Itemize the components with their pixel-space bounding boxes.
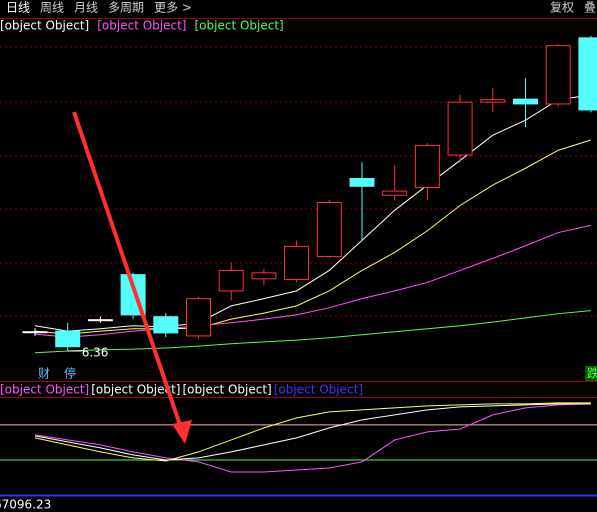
candle-body	[349, 177, 375, 187]
candle-body	[87, 319, 113, 322]
indicator-line	[34, 402, 591, 462]
candle-body	[545, 45, 571, 105]
marker[interactable]: 财	[38, 367, 50, 381]
annotation-arrow	[72, 111, 192, 444]
legend-entry: [object Object]	[91, 383, 180, 397]
legend-entry: [object Object]	[183, 383, 272, 397]
toolbar-tab[interactable]: 月线	[74, 1, 98, 15]
candle-body	[316, 202, 342, 258]
candle-body	[480, 99, 506, 103]
toolbar-button[interactable]: 复权	[550, 1, 574, 15]
candle-body	[414, 144, 440, 188]
legend-entry: [object Object]	[274, 383, 363, 397]
low-label: 6.36	[82, 345, 109, 359]
marker[interactable]: 跌	[587, 366, 597, 381]
candle-body	[55, 330, 81, 348]
toolbar-tab[interactable]: 更多 >	[154, 1, 192, 15]
candle-body	[578, 37, 597, 111]
candle-body	[251, 272, 277, 280]
candle-body	[513, 98, 538, 105]
candle-body	[153, 316, 179, 334]
toolbar-tab[interactable]: 日线	[6, 1, 30, 15]
candle-body	[284, 245, 310, 280]
legend-entry: [object Object]	[0, 383, 89, 397]
indicator-line	[34, 94, 591, 332]
marker[interactable]: 停	[64, 366, 76, 381]
footer-value: 67096.23	[0, 498, 51, 512]
legend-entry: [object Object]	[195, 19, 284, 33]
candle-body	[382, 190, 408, 196]
indicator-line	[34, 139, 592, 335]
candle-body	[218, 269, 244, 292]
candle-body	[447, 101, 473, 156]
marker-box	[585, 366, 597, 381]
indicator-line	[34, 403, 591, 473]
arrow-shaft	[72, 111, 182, 426]
arrow-head	[172, 420, 192, 444]
candle-body	[22, 331, 48, 334]
indicator-line	[34, 403, 591, 461]
candle-body	[186, 298, 211, 337]
legend-entry: [object Object]	[97, 19, 186, 33]
toolbar-tab[interactable]: 多周期	[108, 1, 144, 15]
indicator-line	[34, 224, 592, 338]
toolbar-button[interactable]: 叠	[584, 1, 596, 15]
legend-entry: [object Object]	[0, 19, 89, 33]
toolbar-tab[interactable]: 周线	[40, 1, 64, 15]
indicator-line	[34, 310, 591, 354]
